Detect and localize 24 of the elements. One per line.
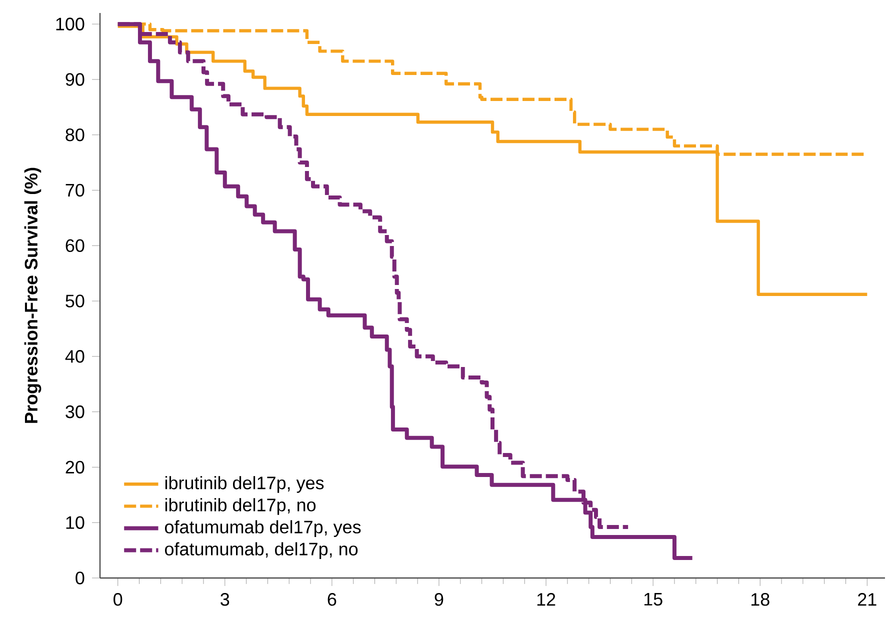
legend-label: ibrutinib del17p, no	[165, 498, 316, 515]
x-tick-label: 18	[751, 593, 770, 606]
y-tick-label: 70	[66, 184, 84, 197]
x-tick-label: 21	[858, 593, 876, 606]
y-tick-label: 100	[56, 18, 84, 30]
legend-label: ofatumumab, del17p, no	[165, 542, 358, 560]
y-tick-label: 30	[66, 405, 84, 418]
y-tick-label: 10	[66, 516, 84, 529]
legend-label: ofatumumab del17p, yes	[165, 520, 361, 537]
x-tick-label: 15	[644, 593, 662, 606]
y-tick-label: 20	[66, 460, 84, 474]
x-tick-label: 12	[537, 593, 556, 606]
y-axis-title: Progression-Free Survival (%)	[24, 168, 42, 423]
y-tick-label: 40	[65, 350, 84, 363]
x-tick-label: 9	[434, 593, 444, 606]
x-tick-label: 6	[328, 593, 336, 606]
x-tick-label: 0	[114, 593, 122, 606]
y-tick-label: 90	[66, 73, 84, 86]
x-tick-label: 3	[220, 593, 230, 606]
y-tick-label: 60	[66, 239, 84, 252]
y-tick-label: 80	[66, 128, 84, 142]
y-tick-label: 50	[66, 294, 84, 308]
legend-label: ibrutinib del17p, yes	[165, 476, 324, 493]
y-tick-label: 0	[76, 572, 84, 584]
